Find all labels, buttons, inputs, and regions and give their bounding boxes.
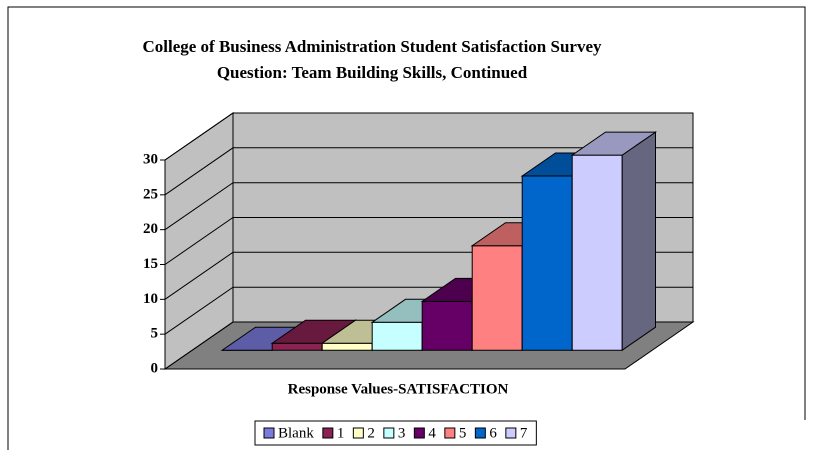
bar-side: [621, 131, 656, 352]
legend-swatch: [352, 427, 364, 439]
bar-front: [421, 300, 473, 351]
bar-front: [321, 342, 373, 351]
bar-front: [271, 342, 323, 351]
y-tick-label: 30: [143, 151, 158, 167]
bar-front: [571, 154, 623, 351]
legend-label: 2: [367, 425, 375, 441]
legend-label: 5: [459, 425, 467, 441]
legend-box: [254, 420, 537, 446]
bar-front: [471, 245, 523, 351]
legend-label: 6: [489, 425, 497, 441]
legend-label: 3: [398, 425, 406, 441]
grid-line: [164, 147, 693, 196]
chart-title: College of Business Administration Stude…: [142, 37, 602, 56]
legend-swatch: [322, 427, 334, 439]
legend-swatch: [413, 427, 425, 439]
bar-front: [371, 321, 423, 351]
bar-front: [521, 175, 573, 351]
legend-swatch: [474, 427, 486, 439]
y-tick-label: 0: [151, 360, 159, 376]
legend-label: 1: [337, 425, 345, 441]
grid-line: [164, 112, 693, 161]
legend-swatch: [383, 427, 395, 439]
y-tick-label: 5: [151, 326, 159, 342]
legend-label: Blank: [278, 425, 314, 441]
legend-label: 4: [428, 425, 436, 441]
y-tick-label: 10: [143, 291, 158, 307]
chart-subtitle: Question: Team Building Skills, Continue…: [217, 63, 528, 82]
legend-swatch: [505, 427, 517, 439]
x-axis-title: Response Values-SATISFACTION: [288, 381, 509, 397]
legend-swatch: [444, 427, 456, 439]
frame: [7, 6, 806, 450]
y-tick-label: 15: [143, 256, 158, 272]
y-tick-label: 25: [143, 186, 158, 202]
y-tick-label: 20: [143, 221, 158, 237]
bar-top: [570, 131, 658, 156]
legend-label: 7: [520, 425, 528, 441]
legend-swatch: [263, 427, 275, 439]
